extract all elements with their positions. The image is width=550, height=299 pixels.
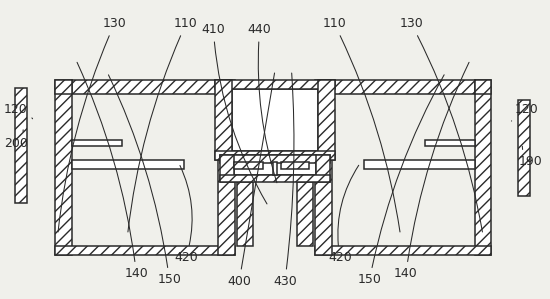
Text: 440: 440 xyxy=(248,23,277,183)
Bar xyxy=(315,161,332,255)
Bar xyxy=(297,182,313,246)
Text: 200: 200 xyxy=(4,130,29,150)
Text: 420: 420 xyxy=(174,165,198,264)
Text: 150: 150 xyxy=(358,75,444,286)
Bar xyxy=(72,140,122,147)
Bar xyxy=(220,155,330,163)
Bar xyxy=(72,161,184,170)
Bar xyxy=(518,100,530,196)
Bar xyxy=(316,155,330,182)
Bar xyxy=(280,162,309,169)
Bar xyxy=(215,80,232,160)
Text: 400: 400 xyxy=(227,73,274,288)
Bar xyxy=(273,162,277,175)
Bar xyxy=(72,80,235,94)
Bar xyxy=(234,162,263,169)
Bar xyxy=(475,80,491,255)
Bar xyxy=(220,175,330,182)
Text: 130: 130 xyxy=(58,17,126,232)
Bar xyxy=(425,140,475,147)
Bar xyxy=(232,89,318,151)
Bar xyxy=(220,155,234,182)
Text: 140: 140 xyxy=(394,62,469,280)
Text: 150: 150 xyxy=(108,75,182,286)
Text: 140: 140 xyxy=(77,62,148,280)
Text: 110: 110 xyxy=(322,17,400,232)
Bar xyxy=(318,80,335,160)
Text: 430: 430 xyxy=(273,73,297,288)
Bar xyxy=(234,155,316,175)
Bar xyxy=(215,151,335,160)
Bar xyxy=(475,80,491,94)
Text: 190: 190 xyxy=(519,146,543,168)
Bar xyxy=(55,80,72,255)
Bar xyxy=(365,161,475,170)
Bar xyxy=(218,161,235,255)
Bar xyxy=(55,80,72,94)
Text: 120: 120 xyxy=(3,103,32,119)
Text: 110: 110 xyxy=(128,17,198,232)
Text: 420: 420 xyxy=(328,165,359,264)
Bar xyxy=(236,182,254,246)
Bar xyxy=(15,88,27,203)
Bar xyxy=(315,246,491,255)
Bar xyxy=(315,80,475,94)
Bar xyxy=(55,246,235,255)
Text: 120: 120 xyxy=(512,103,539,121)
Bar xyxy=(215,80,335,89)
Text: 410: 410 xyxy=(201,23,267,204)
Text: 130: 130 xyxy=(399,17,482,232)
